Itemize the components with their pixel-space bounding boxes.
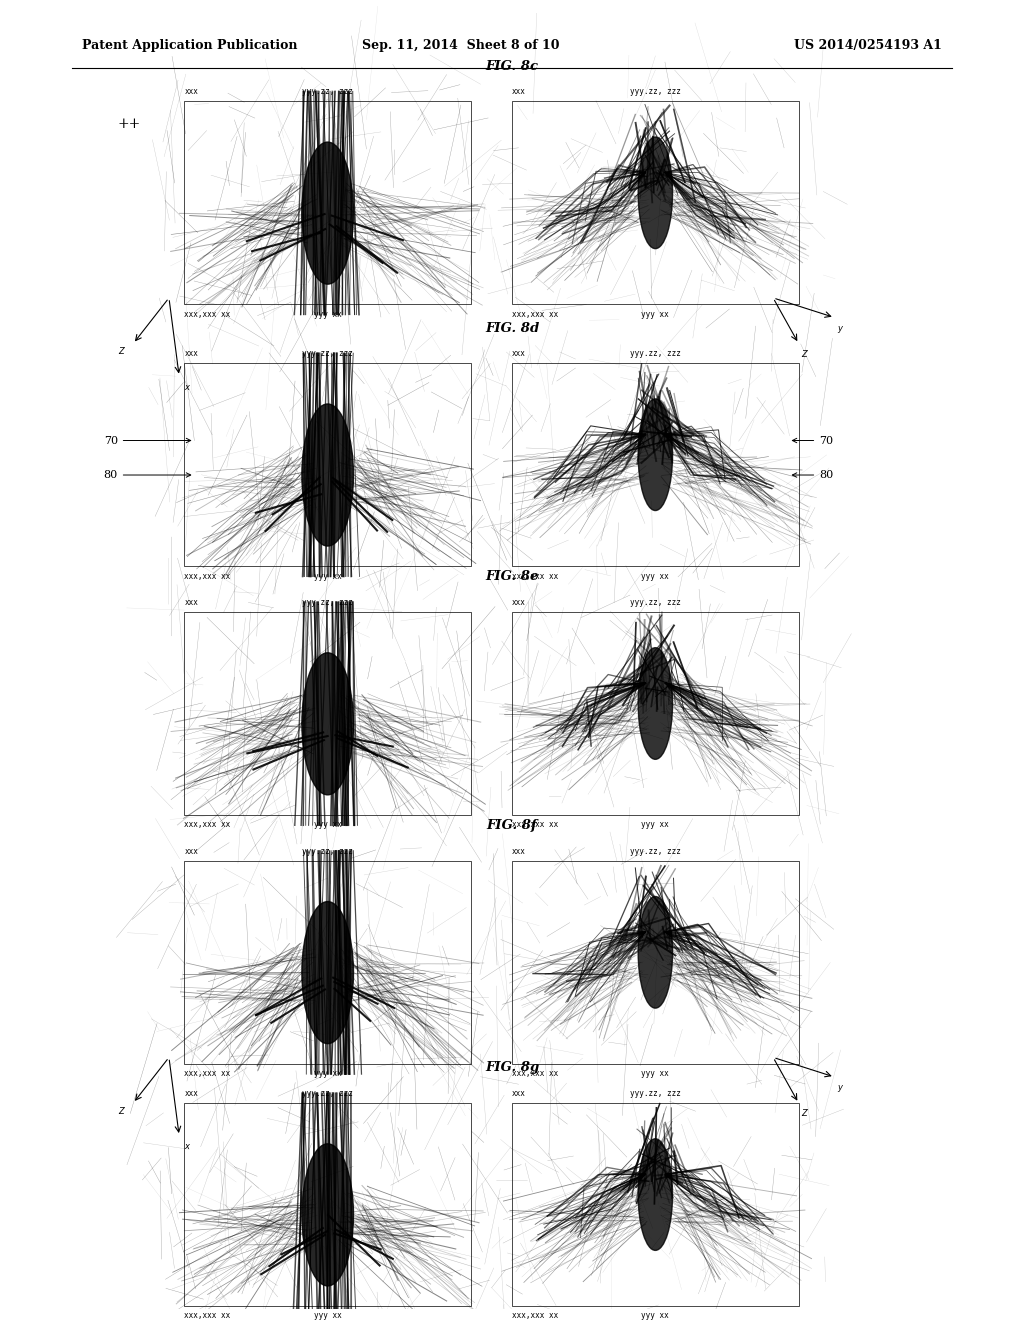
Text: xxx: xxx bbox=[184, 350, 199, 358]
Text: xxx: xxx bbox=[512, 87, 526, 96]
Text: xxx: xxx bbox=[184, 1089, 199, 1098]
Text: yyy.zz, zzz: yyy.zz, zzz bbox=[630, 87, 681, 96]
Text: xxx,xxx xx: xxx,xxx xx bbox=[512, 1069, 558, 1078]
Text: y: y bbox=[838, 1084, 843, 1092]
Text: Z: Z bbox=[118, 347, 124, 356]
Text: xxx,xxx xx: xxx,xxx xx bbox=[184, 1069, 230, 1078]
Text: yyy xx: yyy xx bbox=[313, 310, 342, 318]
Text: FIG. 8f: FIG. 8f bbox=[486, 820, 538, 832]
Bar bbox=[512, 1104, 799, 1307]
Ellipse shape bbox=[302, 902, 353, 1044]
Text: yyy.zz, zzz: yyy.zz, zzz bbox=[302, 846, 353, 855]
Bar bbox=[184, 1104, 471, 1307]
Text: xxx,xxx xx: xxx,xxx xx bbox=[512, 821, 558, 829]
Text: xxx,xxx xx: xxx,xxx xx bbox=[184, 1312, 230, 1320]
Text: xxx: xxx bbox=[512, 1089, 526, 1098]
Text: yyy xx: yyy xx bbox=[641, 572, 670, 581]
Text: x: x bbox=[184, 1142, 189, 1151]
Text: yyy.zz, zzz: yyy.zz, zzz bbox=[630, 1089, 681, 1098]
Bar bbox=[512, 102, 799, 305]
Text: yyy.zz, zzz: yyy.zz, zzz bbox=[302, 1089, 353, 1098]
Text: xxx,xxx xx: xxx,xxx xx bbox=[184, 572, 230, 581]
Text: FIG. 8e: FIG. 8e bbox=[485, 570, 539, 583]
Text: yyy.zz, zzz: yyy.zz, zzz bbox=[302, 598, 353, 607]
Text: x: x bbox=[184, 383, 189, 392]
Ellipse shape bbox=[638, 1139, 673, 1250]
Text: FIG. 8d: FIG. 8d bbox=[485, 322, 539, 334]
Text: ++: ++ bbox=[118, 117, 141, 132]
Text: yyy xx: yyy xx bbox=[641, 310, 670, 318]
Text: y: y bbox=[838, 323, 843, 333]
Text: 70: 70 bbox=[103, 436, 190, 446]
Bar bbox=[184, 102, 471, 305]
Text: yyy.zz, zzz: yyy.zz, zzz bbox=[302, 350, 353, 358]
Text: xxx: xxx bbox=[512, 846, 526, 855]
Bar bbox=[512, 612, 799, 816]
Text: xxx,xxx xx: xxx,xxx xx bbox=[512, 310, 558, 318]
Text: Z: Z bbox=[118, 1106, 124, 1115]
Ellipse shape bbox=[638, 896, 673, 1008]
Text: yyy.zz, zzz: yyy.zz, zzz bbox=[630, 350, 681, 358]
Text: FIG. 8c: FIG. 8c bbox=[485, 59, 539, 73]
Text: yyy xx: yyy xx bbox=[641, 821, 670, 829]
Text: xxx,xxx xx: xxx,xxx xx bbox=[512, 572, 558, 581]
Text: Z: Z bbox=[801, 350, 807, 359]
Text: yyy.zz, zzz: yyy.zz, zzz bbox=[630, 598, 681, 607]
Text: Sep. 11, 2014  Sheet 8 of 10: Sep. 11, 2014 Sheet 8 of 10 bbox=[362, 40, 559, 53]
Bar bbox=[184, 861, 471, 1064]
Text: yyy xx: yyy xx bbox=[641, 1312, 670, 1320]
Text: 80: 80 bbox=[793, 470, 834, 480]
Ellipse shape bbox=[638, 399, 673, 511]
Text: yyy xx: yyy xx bbox=[313, 1069, 342, 1078]
Text: Z: Z bbox=[801, 1109, 807, 1118]
Ellipse shape bbox=[302, 653, 353, 795]
Text: xxx,xxx xx: xxx,xxx xx bbox=[512, 1312, 558, 1320]
Text: US 2014/0254193 A1: US 2014/0254193 A1 bbox=[795, 40, 942, 53]
Text: xxx,xxx xx: xxx,xxx xx bbox=[184, 821, 230, 829]
Ellipse shape bbox=[302, 1144, 353, 1286]
Bar bbox=[184, 363, 471, 566]
Text: xxx: xxx bbox=[184, 598, 199, 607]
Text: yyy xx: yyy xx bbox=[641, 1069, 670, 1078]
Text: yyy.zz, zzz: yyy.zz, zzz bbox=[630, 846, 681, 855]
Text: 80: 80 bbox=[103, 470, 190, 480]
Text: xxx: xxx bbox=[512, 350, 526, 358]
Ellipse shape bbox=[302, 143, 353, 284]
Text: yyy.zz, zzz: yyy.zz, zzz bbox=[302, 87, 353, 96]
Text: Patent Application Publication: Patent Application Publication bbox=[82, 40, 297, 53]
Text: yyy xx: yyy xx bbox=[313, 572, 342, 581]
Ellipse shape bbox=[638, 137, 673, 248]
Ellipse shape bbox=[638, 648, 673, 759]
Text: xxx: xxx bbox=[512, 598, 526, 607]
Text: yyy xx: yyy xx bbox=[313, 821, 342, 829]
Bar bbox=[512, 363, 799, 566]
Text: yyy xx: yyy xx bbox=[313, 1312, 342, 1320]
Text: xxx: xxx bbox=[184, 87, 199, 96]
Text: 70: 70 bbox=[793, 436, 834, 446]
Bar bbox=[512, 861, 799, 1064]
Text: FIG. 8g: FIG. 8g bbox=[485, 1061, 539, 1074]
Ellipse shape bbox=[302, 404, 353, 546]
Text: xxx,xxx xx: xxx,xxx xx bbox=[184, 310, 230, 318]
Bar bbox=[184, 612, 471, 816]
Text: xxx: xxx bbox=[184, 846, 199, 855]
